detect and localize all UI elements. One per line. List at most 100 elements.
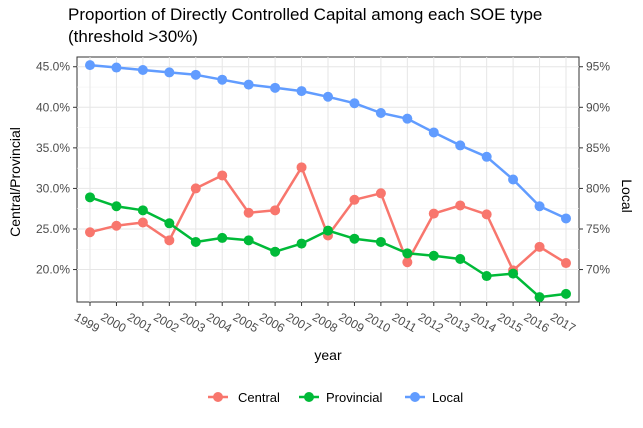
data-point-central xyxy=(243,207,254,218)
data-point-local xyxy=(349,98,360,109)
data-point-local xyxy=(217,74,228,85)
data-point-central xyxy=(455,200,466,211)
x-axis-title: year xyxy=(314,347,342,363)
right-tick-label: 85% xyxy=(586,141,610,155)
right-tick-label: 80% xyxy=(586,181,610,195)
legend-item-local: Local xyxy=(405,390,463,405)
legend-item-provincial: Provincial xyxy=(299,390,382,405)
data-point-provincial xyxy=(217,232,228,243)
legend: Central Provincial Local xyxy=(208,390,463,405)
data-point-central xyxy=(270,205,281,216)
data-point-provincial xyxy=(270,246,281,257)
x-tick-label: 2007 xyxy=(283,310,313,336)
data-point-provincial xyxy=(375,236,386,247)
x-tick-label: 2005 xyxy=(231,310,261,336)
data-point-provincial xyxy=(164,218,175,229)
x-tick-label: 2009 xyxy=(336,310,366,336)
data-point-central xyxy=(190,183,201,194)
data-point-local xyxy=(561,213,571,224)
data-point-local xyxy=(296,86,307,97)
legend-swatch-central-dot xyxy=(213,392,223,402)
right-tick-label: 95% xyxy=(586,60,610,74)
chart-title-line-1: Proportion of Directly Controlled Capita… xyxy=(68,5,543,24)
data-point-local xyxy=(534,201,545,212)
grid-major xyxy=(77,57,579,302)
data-point-provincial xyxy=(137,205,148,216)
data-point-provincial xyxy=(85,192,95,203)
left-tick-label: 30.0% xyxy=(36,181,70,195)
data-point-local xyxy=(190,69,201,80)
data-point-provincial xyxy=(428,250,439,261)
x-tick-label: 2004 xyxy=(204,310,234,336)
data-point-provincial xyxy=(296,238,307,249)
right-tick-label: 75% xyxy=(586,222,610,236)
left-tick-label: 45.0% xyxy=(36,60,70,74)
x-tick-label: 2006 xyxy=(257,310,287,336)
x-tick-label: 2008 xyxy=(310,310,340,336)
data-point-provincial xyxy=(190,236,201,247)
left-tick-label: 25.0% xyxy=(36,222,70,236)
data-point-local xyxy=(428,127,439,138)
data-point-provincial xyxy=(402,248,413,259)
x-tick-label: 2014 xyxy=(469,310,499,336)
data-point-local xyxy=(375,107,386,118)
data-point-provincial xyxy=(349,233,360,244)
data-point-central xyxy=(111,220,122,231)
data-point-local xyxy=(270,82,281,93)
x-tick-label: 1999 xyxy=(72,310,102,336)
data-point-central xyxy=(481,209,492,220)
legend-label-local: Local xyxy=(432,390,463,405)
data-point-central xyxy=(375,188,386,199)
legend-item-central: Central xyxy=(208,390,280,405)
right-tick-label: 90% xyxy=(586,100,610,114)
data-point-central xyxy=(85,227,95,238)
x-tick-label: 2003 xyxy=(178,310,208,336)
left-tick-label: 40.0% xyxy=(36,100,70,114)
data-point-central xyxy=(164,235,175,246)
x-tick-label: 2001 xyxy=(125,310,155,336)
data-point-central xyxy=(217,170,228,181)
data-point-provincial xyxy=(561,288,571,299)
right-tick-label: 70% xyxy=(586,263,610,277)
data-point-provincial xyxy=(243,235,254,246)
data-point-provincial xyxy=(481,271,492,282)
data-point-central xyxy=(428,208,439,219)
chart-title: Proportion of Directly Controlled Capita… xyxy=(68,4,628,48)
legend-label-central: Central xyxy=(238,390,280,405)
data-point-central xyxy=(137,217,148,228)
data-point-central xyxy=(296,162,307,173)
data-point-local xyxy=(164,67,175,78)
data-point-local xyxy=(85,60,95,71)
legend-label-provincial: Provincial xyxy=(326,390,382,405)
x-tick-label: 2015 xyxy=(495,310,525,336)
legend-swatch-provincial-dot xyxy=(304,392,314,402)
x-tick-label: 2016 xyxy=(521,310,551,336)
data-point-central xyxy=(402,257,413,268)
data-point-provincial xyxy=(508,268,519,279)
data-point-provincial xyxy=(455,254,466,265)
data-point-local xyxy=(402,113,413,124)
x-tick-label: 2002 xyxy=(151,310,181,336)
chart-title-line-2: (threshold >30%) xyxy=(68,27,198,46)
left-tick-label: 35.0% xyxy=(36,141,70,155)
left-tick-label: 20.0% xyxy=(36,263,70,277)
data-point-local xyxy=(137,64,148,75)
series-layer xyxy=(85,60,571,303)
left-axis-ticks: 20.0% 25.0% 30.0% 35.0% 40.0% 45.0% xyxy=(36,60,77,277)
y-axis-left-title: Central/Provincial xyxy=(7,127,23,237)
series-local xyxy=(85,60,571,224)
data-point-provincial xyxy=(534,292,545,303)
x-tick-label: 2013 xyxy=(442,310,472,336)
y-axis-right-title: Local xyxy=(619,179,635,212)
data-point-local xyxy=(111,62,122,73)
legend-swatch-local-dot xyxy=(410,392,420,402)
data-point-local xyxy=(323,91,333,102)
data-point-central xyxy=(534,241,545,252)
x-tick-label: 2000 xyxy=(98,310,128,336)
x-tick-label: 2017 xyxy=(548,310,578,336)
x-tick-label: 2011 xyxy=(390,310,420,335)
right-axis-ticks: 70% 75% 80% 85% 90% 95% xyxy=(579,60,610,277)
data-point-provincial xyxy=(111,201,122,212)
data-point-local xyxy=(243,79,254,90)
